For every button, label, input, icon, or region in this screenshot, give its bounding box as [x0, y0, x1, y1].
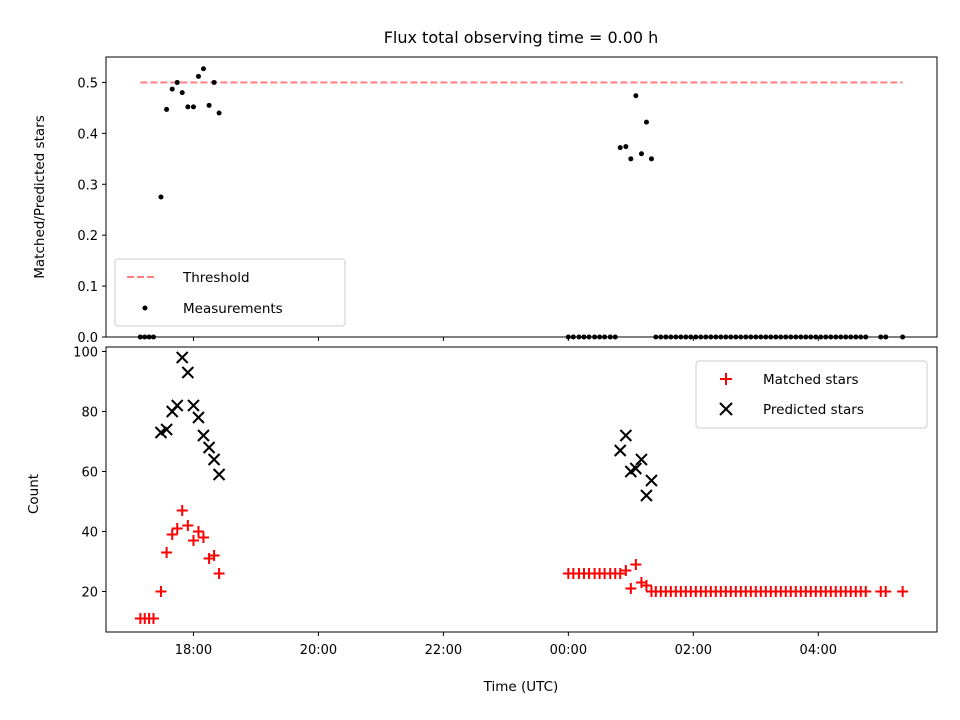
- bottom-y-tick-label: 60: [81, 466, 98, 481]
- top-y-tick-label: 0.5: [77, 76, 98, 91]
- predicted-star-point: [619, 429, 633, 442]
- bottom-x-tick-label: 04:00: [800, 643, 837, 658]
- top-y-tick-label: 0.4: [77, 127, 98, 142]
- top-y-tick-label: 0.3: [77, 178, 98, 193]
- top-y-axis-label: Matched/Predicted stars: [32, 115, 48, 278]
- bottom-y-axis-label: Count: [26, 474, 42, 514]
- matched-star-point: [171, 523, 183, 534]
- predicted-star-point: [640, 489, 653, 502]
- matched-star-point: [147, 613, 159, 624]
- measurement-point: [179, 90, 185, 96]
- bottom-x-tick-label: 00:00: [550, 643, 587, 658]
- measurement-point: [623, 144, 629, 150]
- measurement-point: [633, 93, 639, 99]
- predicted-star-point: [176, 351, 189, 364]
- matched-star-point: [187, 535, 199, 546]
- measurement-point: [211, 79, 217, 85]
- matched-star-point: [197, 532, 209, 543]
- x-axis-label: Time (UTC): [483, 679, 559, 695]
- predicted-star-point: [160, 423, 173, 436]
- matched-star-point: [897, 586, 909, 597]
- predicted-star-point: [181, 366, 195, 379]
- measurement-point: [628, 156, 634, 162]
- predicted-star-point: [207, 453, 221, 466]
- measurement-point: [158, 194, 164, 200]
- top-axes-frame: [105, 56, 938, 338]
- measurement-point: [185, 104, 191, 110]
- legend-predicted-swatch: [719, 402, 733, 416]
- bottom-legend-box: [695, 360, 928, 429]
- top-legend: Threshold Measurements: [114, 258, 346, 327]
- top-x-ticks: [192, 337, 819, 341]
- measurement-point: [617, 145, 623, 151]
- predicted-star-point: [202, 441, 216, 454]
- chart-title: Flux total observing time = 0.00 h: [384, 28, 659, 47]
- matched-star-point: [166, 529, 178, 540]
- predicted-stars-points: [154, 351, 658, 502]
- top-y-tick-label: 0.2: [77, 229, 98, 244]
- bottom-x-tick-label: 20:00: [300, 643, 337, 658]
- predicted-star-point: [197, 429, 210, 442]
- measurement-point: [169, 86, 175, 92]
- predicted-star-point: [212, 468, 226, 481]
- matched-star-point: [176, 505, 188, 516]
- measurement-point: [190, 104, 196, 110]
- legend-threshold-label: Threshold: [182, 270, 250, 286]
- predicted-star-point: [645, 474, 658, 487]
- measurement-point: [200, 66, 206, 72]
- matched-star-point: [630, 559, 642, 570]
- measurement-point: [164, 106, 170, 112]
- measurement-point: [648, 156, 654, 162]
- legend-measurements-label: Measurements: [183, 301, 283, 317]
- bottom-panel: 20 40 60 80 100 18:00 20:00 22:00 00:00 02:00 04:…: [26, 346, 938, 695]
- legend-matched-swatch: [720, 373, 732, 385]
- legend-measurements-swatch: [142, 305, 148, 311]
- measurement-point: [195, 73, 201, 79]
- bottom-y-tick-label: 80: [81, 406, 98, 421]
- predicted-star-point: [192, 411, 205, 424]
- matched-stars-points: [134, 505, 909, 624]
- legend-matched-label: Matched stars: [763, 372, 859, 388]
- bottom-y-tick-label: 40: [81, 526, 98, 541]
- matched-star-point: [625, 583, 637, 594]
- predicted-star-point: [187, 399, 200, 412]
- matched-star-point: [161, 547, 173, 558]
- predicted-star-point: [171, 399, 184, 412]
- matched-star-point: [192, 526, 204, 537]
- bottom-axes-frame: [105, 346, 938, 633]
- bottom-y-tick-label: 100: [73, 346, 98, 361]
- measurement-point: [216, 110, 222, 116]
- measurement-point: [206, 102, 212, 108]
- matched-star-point: [880, 586, 892, 597]
- measurement-point: [643, 119, 649, 125]
- matched-star-point: [155, 586, 167, 597]
- bottom-x-tick-label: 22:00: [425, 643, 462, 658]
- top-y-ticks: 0.0 0.1 0.2 0.3 0.4 0.5: [77, 76, 106, 346]
- legend-predicted-label: Predicted stars: [763, 402, 864, 418]
- predicted-star-point: [614, 444, 627, 457]
- top-y-tick-label: 0.0: [77, 331, 98, 346]
- measurement-point: [638, 151, 644, 157]
- top-panel: 0.0 0.1 0.2 0.3 0.4 0.5 Matched/Predicted sta…: [32, 56, 938, 346]
- bottom-y-tick-label: 20: [81, 586, 98, 601]
- bottom-x-tick-label: 02:00: [675, 643, 712, 658]
- predicted-star-point: [629, 462, 643, 475]
- matched-star-point: [182, 520, 194, 531]
- bottom-x-tick-label: 18:00: [175, 643, 212, 658]
- matched-star-point: [620, 565, 632, 576]
- bottom-x-ticks: 18:00 20:00 22:00 00:00 02:00 04:00: [175, 632, 837, 658]
- matched-star-point: [640, 580, 652, 591]
- matched-star-point: [208, 550, 220, 561]
- top-legend-box: [114, 258, 346, 327]
- matched-star-point: [860, 586, 872, 597]
- top-y-tick-label: 0.1: [77, 280, 98, 295]
- matched-star-point: [614, 568, 626, 579]
- measurement-point: [174, 79, 180, 85]
- predicted-star-point: [635, 453, 648, 466]
- matched-star-point: [213, 568, 225, 579]
- bottom-legend: Matched stars Predicted stars: [695, 360, 928, 429]
- bottom-y-ticks: 20 40 60 80 100: [73, 346, 106, 601]
